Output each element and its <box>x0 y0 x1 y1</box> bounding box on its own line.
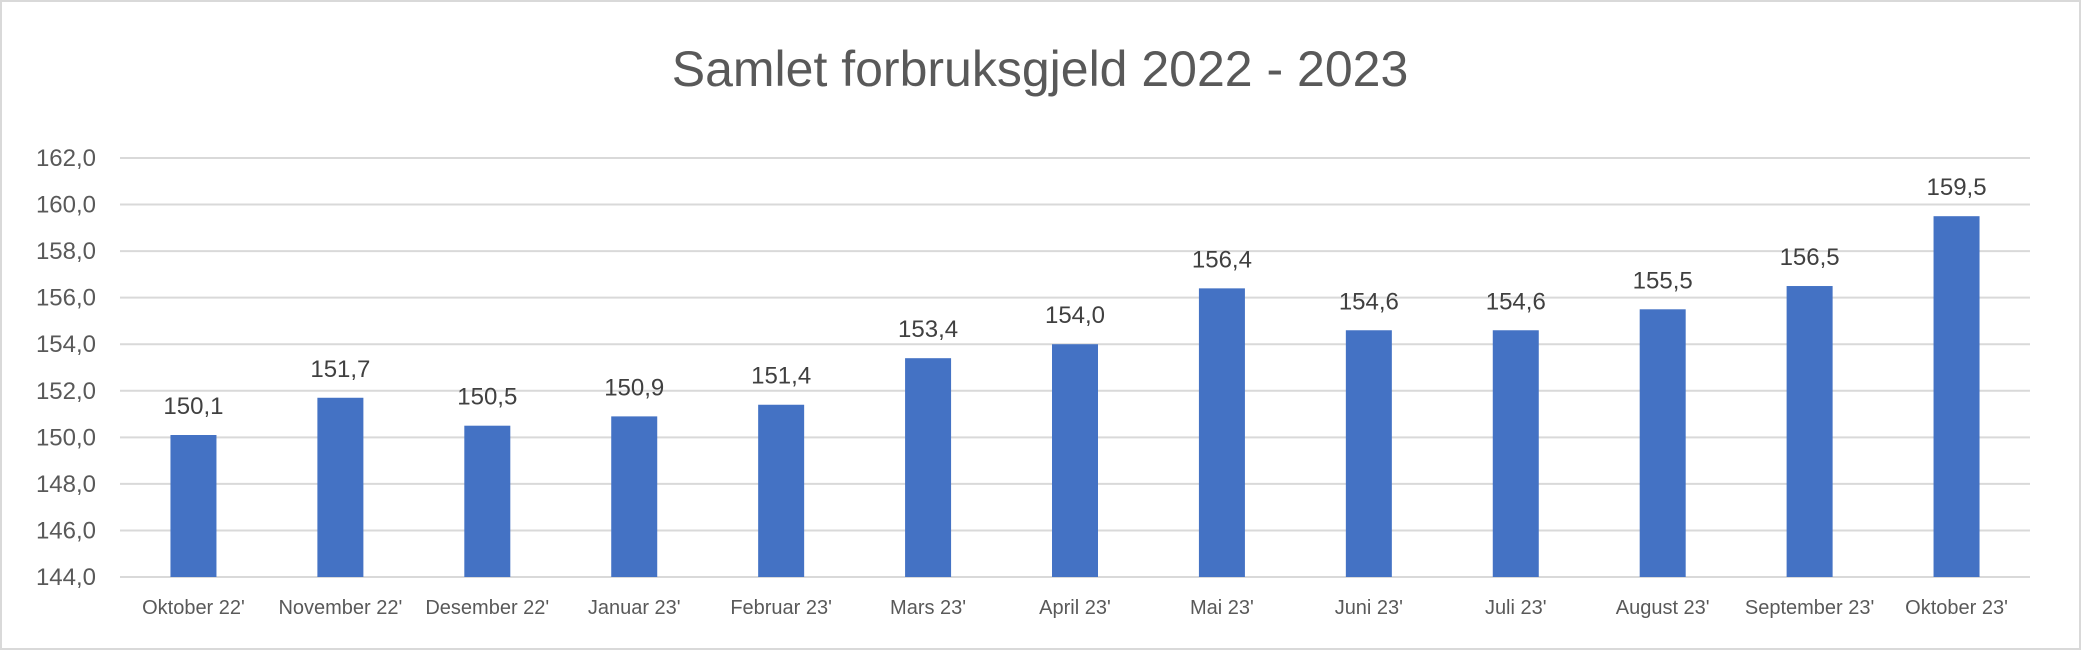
y-tick-label: 150,0 <box>36 424 96 451</box>
x-category-label: Mars 23' <box>890 597 966 619</box>
y-tick-label: 158,0 <box>36 238 96 265</box>
bar <box>1492 330 1539 577</box>
data-label: 156,4 <box>1192 246 1252 273</box>
bar <box>611 416 658 577</box>
data-label: 153,4 <box>898 316 958 343</box>
x-category-label: Mai 23' <box>1190 597 1254 619</box>
data-label: 159,5 <box>1927 174 1987 201</box>
y-tick-label: 156,0 <box>36 285 96 312</box>
x-category-label: Desember 22' <box>425 597 549 619</box>
chart-title: Samlet forbruksgjeld 2022 - 2023 <box>672 41 1409 97</box>
gridlines <box>120 157 2030 578</box>
x-category-label: November 22' <box>278 597 402 619</box>
x-category-label: Oktober 22' <box>142 597 245 619</box>
x-category-label: Februar 23' <box>730 597 832 619</box>
x-category-label: Juli 23' <box>1485 597 1547 619</box>
y-tick-label: 154,0 <box>36 331 96 358</box>
data-label: 151,7 <box>310 356 370 383</box>
x-category-label: Januar 23' <box>588 597 681 619</box>
x-category-label: August 23' <box>1616 597 1710 619</box>
y-tick-label: 148,0 <box>36 471 96 498</box>
x-category-label: Oktober 23' <box>1905 597 2008 619</box>
y-tick-label: 144,0 <box>36 564 96 591</box>
data-label: 150,5 <box>457 384 517 411</box>
x-category-label: April 23' <box>1039 597 1111 619</box>
y-tick-label: 152,0 <box>36 378 96 405</box>
y-tick-label: 160,0 <box>36 192 96 219</box>
bar <box>1786 286 1833 577</box>
bar <box>1933 216 1980 577</box>
data-label: 150,9 <box>604 374 664 401</box>
data-label: 154,6 <box>1486 288 1546 315</box>
x-category-label: September 23' <box>1745 597 1874 619</box>
data-label: 150,1 <box>163 393 223 420</box>
bar <box>1639 309 1686 577</box>
y-axis-ticks: 144,0 146,0 148,0 150,0 152,0 154,0 156,0 158,0… <box>36 145 96 591</box>
bar <box>464 425 511 577</box>
bar <box>1052 344 1098 577</box>
bar <box>1198 288 1245 577</box>
data-labels: 150,1 151,7 150,5 150,9 151,4 153,4 154,0 156,4… <box>163 174 1986 420</box>
data-label: 154,6 <box>1339 288 1399 315</box>
bar <box>758 404 805 577</box>
bar <box>170 435 217 577</box>
y-tick-label: 162,0 <box>36 145 96 172</box>
data-label: 155,5 <box>1633 267 1693 294</box>
bar <box>317 397 364 577</box>
y-tick-label: 146,0 <box>36 517 96 544</box>
data-label: 156,5 <box>1780 244 1840 271</box>
bar <box>1345 330 1392 577</box>
bars <box>170 216 1980 577</box>
data-label: 154,0 <box>1045 302 1105 329</box>
x-axis-categories: Oktober 22' November 22' Desember 22' Janua… <box>142 597 2008 619</box>
data-label: 151,4 <box>751 363 811 390</box>
bar <box>905 358 952 577</box>
x-category-label: Juni 23' <box>1335 597 1403 619</box>
